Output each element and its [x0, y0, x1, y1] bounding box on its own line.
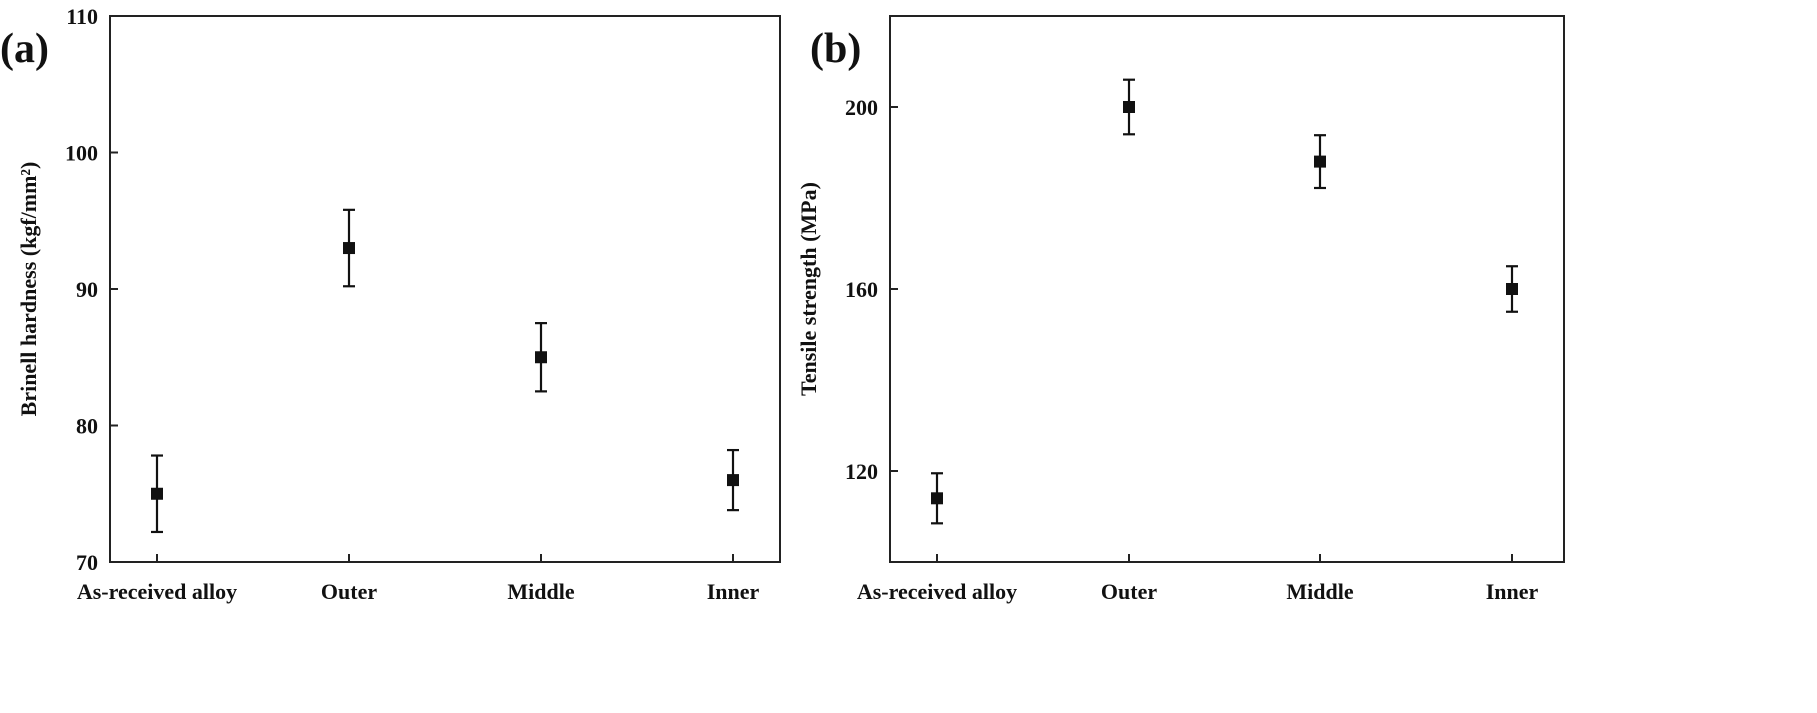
x-tick-label: Middle	[507, 579, 574, 604]
data-point	[1123, 101, 1135, 113]
data-point	[1314, 155, 1326, 168]
y-tick-label: 160	[845, 277, 878, 302]
plot-frame	[889, 15, 1565, 563]
panel-label: (b)	[810, 26, 861, 72]
x-tick-label: Outer	[321, 579, 377, 604]
x-tick-label: As-received alloy	[857, 579, 1017, 604]
data-point	[727, 474, 739, 487]
x-tick-label: As-received alloy	[77, 579, 237, 604]
data-point	[931, 492, 943, 505]
chart-panel-1: 70 80 90 100 110 As-received alloy Outer Middle…	[0, 4, 781, 604]
y-tick-label: 70	[76, 550, 98, 575]
y-tick-label: 120	[845, 459, 878, 484]
x-tick-label: Middle	[1286, 579, 1353, 604]
panel-label: (a)	[0, 26, 49, 72]
x-tick-label: Outer	[1101, 579, 1157, 604]
y-tick-label: 100	[65, 141, 98, 166]
chart-panel-2: 120 160 200 As-received alloy Outer Middle Inn…	[796, 15, 1565, 604]
y-tick-label: 110	[66, 4, 98, 29]
data-point	[535, 351, 547, 364]
data-point	[1506, 283, 1518, 295]
y-axis-label: Brinell hardness (kgf/mm²)	[16, 162, 41, 417]
y-axis-label: Tensile strength (MPa)	[796, 182, 821, 396]
x-tick-label: Inner	[1486, 579, 1539, 604]
y-tick-label: 200	[845, 95, 878, 120]
plot-frame	[109, 15, 781, 563]
x-tick-label: Inner	[707, 579, 760, 604]
data-point	[151, 487, 163, 500]
y-tick-label: 90	[76, 277, 98, 302]
y-tick-label: 80	[76, 414, 98, 439]
data-point	[343, 242, 355, 255]
